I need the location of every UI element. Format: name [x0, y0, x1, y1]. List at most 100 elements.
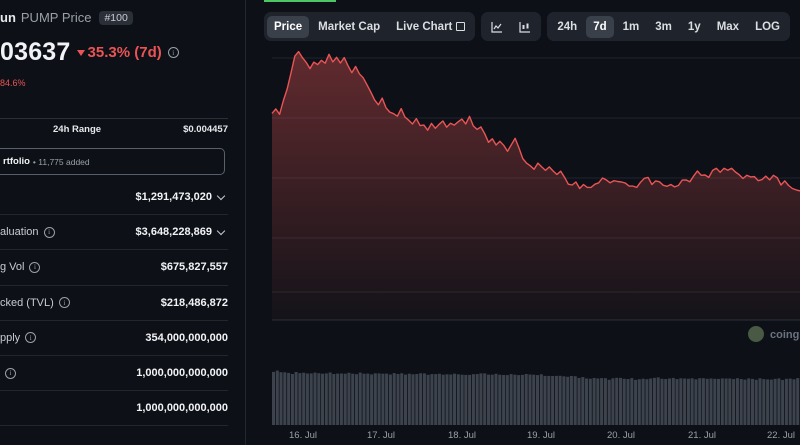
info-icon[interactable]: i — [58, 297, 70, 309]
volume-bar — [717, 378, 721, 425]
active-tab-indicator — [264, 0, 336, 2]
range-button-3m[interactable]: 3m — [655, 20, 672, 33]
stat-label: aluation i — [0, 226, 55, 238]
volume-bar — [773, 378, 777, 425]
volume-bar — [569, 376, 573, 425]
range-button-1y[interactable]: 1y — [687, 20, 701, 33]
volume-bar — [279, 372, 283, 425]
range-button-log[interactable]: LOG — [755, 20, 780, 33]
stat-row: 1,000,000,000,000 — [0, 391, 228, 427]
volume-bar — [487, 374, 491, 425]
info-icon[interactable]: i — [29, 261, 41, 273]
volume-bar — [536, 375, 540, 425]
candlestick-icon[interactable] — [512, 16, 538, 38]
volume-bar — [437, 373, 441, 425]
volume-bar — [641, 378, 645, 425]
volume-bar — [456, 374, 460, 425]
line-chart-icon[interactable] — [484, 16, 510, 38]
stat-row[interactable]: aluation i $3,648,228,869 — [0, 215, 228, 251]
tab-price[interactable]: Price — [267, 15, 310, 38]
volume-bar — [611, 378, 615, 425]
volume-bar — [547, 375, 551, 425]
coingecko-logo-icon — [748, 326, 764, 342]
stat-row: g Vol i $675,827,557 — [0, 250, 228, 286]
x-tick-label: 22. Jul — [767, 430, 795, 441]
chevron-down-icon[interactable] — [216, 226, 226, 236]
portfolio-count: • 11,775 added — [32, 156, 90, 167]
stat-value: $675,827,557 — [161, 261, 228, 273]
stat-label-text: cked (TVL) — [0, 296, 54, 309]
stat-value: $218,486,872 — [161, 297, 228, 309]
stats-list: $1,291,473,020 aluation i $3,648,228,869 g V… — [0, 180, 228, 427]
volume-bar — [298, 373, 302, 425]
volume-bar — [490, 374, 494, 425]
info-icon[interactable]: i — [167, 47, 179, 58]
stat-row[interactable]: $1,291,473,020 — [0, 180, 228, 216]
volume-bar — [747, 378, 751, 425]
volume-bar — [735, 378, 739, 425]
volume-bar — [377, 373, 381, 425]
volume-bar — [683, 378, 687, 425]
portfolio-label: rtfolio — [3, 156, 30, 167]
volume-bar — [355, 374, 359, 425]
line-chart-glyph — [491, 21, 503, 33]
price-chart[interactable]: 16. Jul 17. Jul 18. Jul 19. Jul 20. Jul 21. J… — [246, 0, 800, 445]
stat-value: $1,291,473,020 — [136, 191, 228, 203]
volume-bar — [524, 374, 528, 425]
info-icon[interactable]: i — [5, 367, 16, 379]
volume-bar — [494, 373, 498, 425]
volume-bar — [453, 373, 457, 425]
volume-bar — [626, 379, 630, 425]
tab-market-cap[interactable]: Market Cap — [311, 16, 387, 38]
volume-bar — [600, 378, 604, 425]
volume-bar — [751, 378, 755, 425]
info-icon[interactable]: i — [43, 226, 55, 238]
tab-live-chart[interactable]: Live Chart — [389, 16, 472, 38]
stat-label: cked (TVL) i — [0, 297, 70, 309]
coin-name: un — [0, 10, 16, 25]
volume-bar — [577, 377, 581, 425]
volume-bar — [483, 373, 487, 425]
volume-bar — [664, 379, 668, 425]
volume-bar — [558, 375, 562, 425]
chevron-down-icon[interactable] — [216, 191, 226, 200]
volume-bar — [713, 378, 717, 425]
volume-bar — [362, 373, 366, 425]
coin-title: un PUMP Price #100 — [0, 10, 133, 25]
volume-bar — [615, 377, 619, 425]
volume-bar — [275, 370, 279, 425]
volume-bar — [686, 378, 690, 425]
volume-bar — [637, 379, 641, 425]
volume-bar — [290, 374, 294, 425]
volume-bar — [649, 378, 653, 425]
volume-bar — [758, 378, 762, 425]
volume-bar — [792, 379, 796, 425]
volume-bar — [675, 379, 679, 425]
tab-label: Live Chart — [396, 20, 453, 33]
volume-bar — [336, 373, 340, 425]
volume-bar — [619, 377, 623, 425]
range-button-24h[interactable]: 24h — [557, 20, 578, 33]
volume-bar — [479, 373, 483, 425]
stat-row: i 1,000,000,000,000 — [0, 356, 228, 392]
volume-bar — [720, 378, 724, 425]
volume-bar — [339, 373, 343, 425]
range-button-1m[interactable]: 1m — [622, 20, 640, 33]
stat-label-text: g Vol — [0, 261, 25, 274]
stat-value: 354,000,000,000 — [145, 332, 228, 344]
volume-bar — [603, 378, 607, 425]
external-link-icon — [456, 22, 466, 31]
volume-bar — [411, 374, 415, 425]
range-button-max[interactable]: Max — [716, 20, 740, 33]
stat-value-text: $675,827,557 — [160, 261, 228, 274]
volume-bar — [434, 374, 438, 425]
range-button-7d[interactable]: 7d — [586, 15, 614, 38]
volume-bar — [581, 377, 585, 425]
range-high-value: $0.004457 — [183, 124, 228, 135]
volume-bar — [422, 373, 426, 425]
volume-bar — [392, 373, 396, 425]
info-icon[interactable]: i — [25, 332, 37, 344]
volume-bar — [732, 379, 736, 425]
add-to-portfolio-button[interactable]: rtfolio • 11,775 added — [0, 148, 225, 175]
price-change-7d: 35.3% (7d) — [76, 44, 162, 61]
